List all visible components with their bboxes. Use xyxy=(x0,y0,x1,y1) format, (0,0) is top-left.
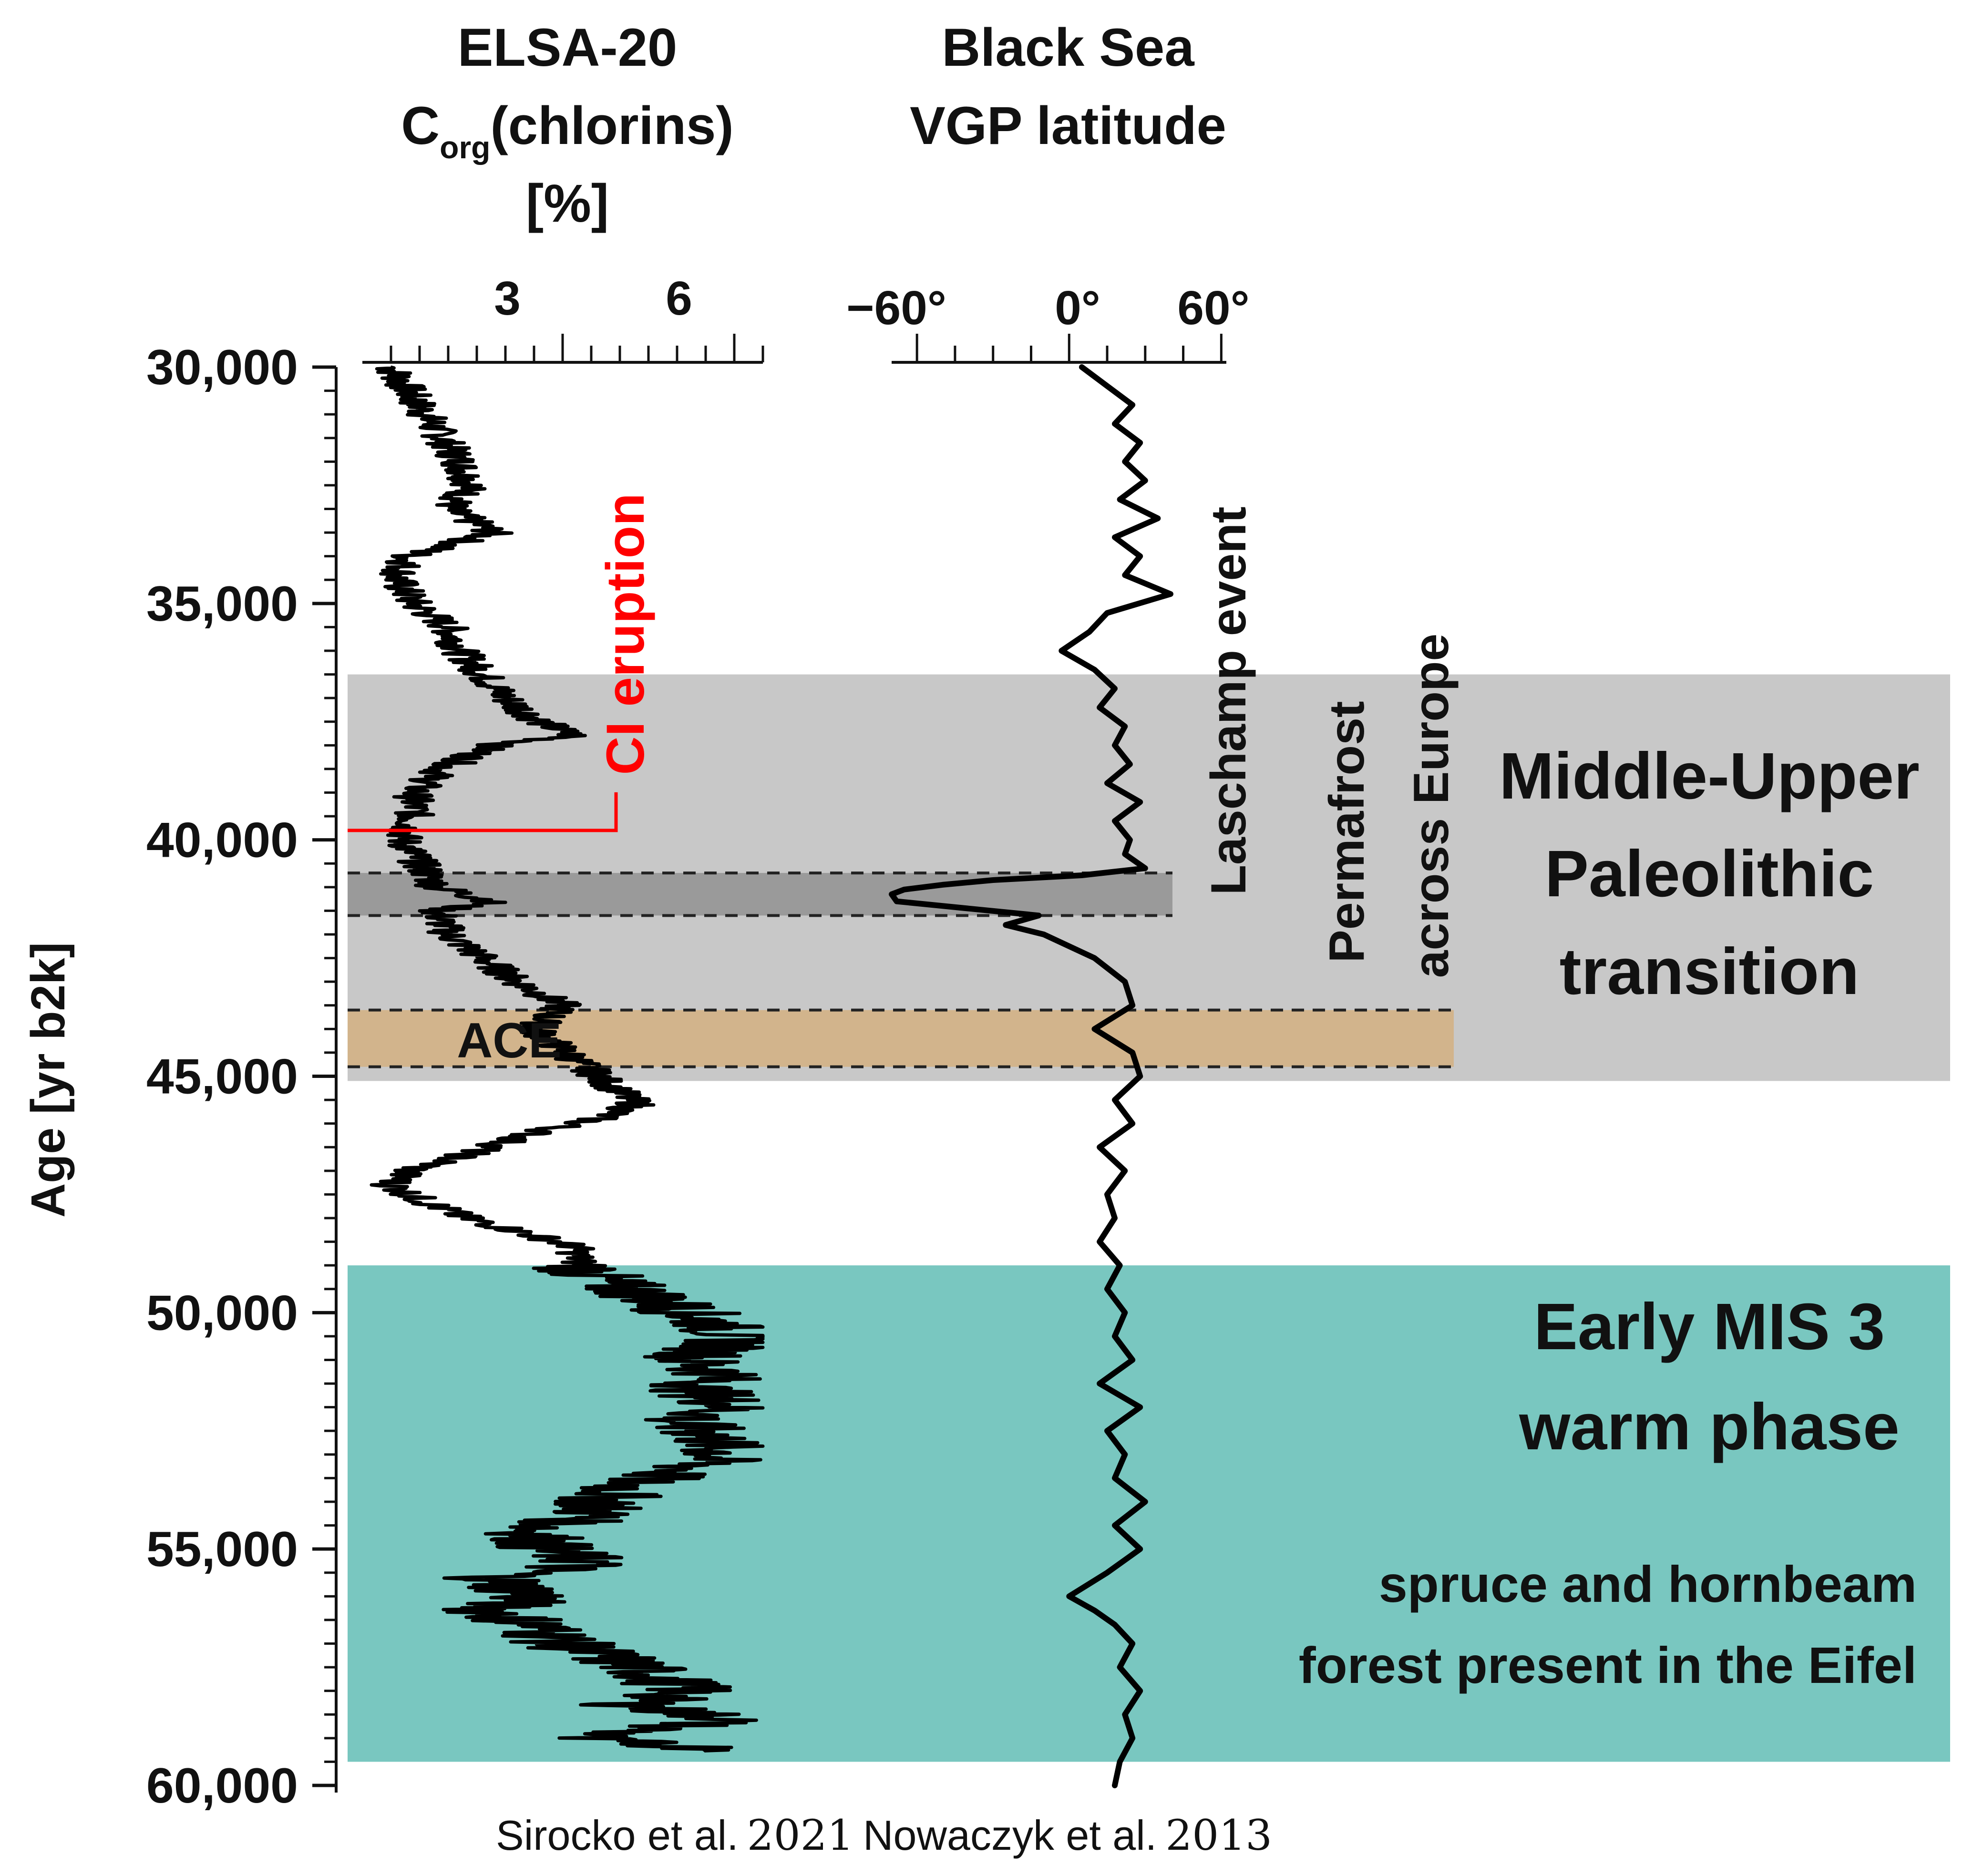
elsa-tick-3: 3 xyxy=(494,272,521,325)
y-tick-labels: 30,000 35,000 40,000 45,000 50,000 55,000 60,0… xyxy=(146,340,298,1814)
elsa-series-line xyxy=(370,365,765,1753)
vgp-tick-0: 0° xyxy=(1055,281,1100,335)
ci-eruption-label: CI eruption xyxy=(596,493,655,775)
y-tick-label: 30,000 xyxy=(146,340,298,395)
mis3-label-line1: Early MIS 3 xyxy=(1534,1290,1885,1363)
elsa-title-sub: org xyxy=(440,130,490,165)
y-tick-label: 45,000 xyxy=(146,1049,298,1105)
vgp-credit-year: 2013 xyxy=(1165,1811,1272,1860)
ci-eruption-marker xyxy=(348,792,618,832)
elsa-title-rest: (chlorins) xyxy=(490,96,733,155)
mis3-label-line2: warm phase xyxy=(1519,1390,1900,1464)
permafrost-label-line1: Permafrost xyxy=(1319,701,1375,963)
y-axis-label: Age [yr b2k] xyxy=(21,942,75,1218)
elsa-credit-year: 2021 xyxy=(747,1811,854,1860)
y-tick-label: 40,000 xyxy=(146,813,298,868)
elsa-title-c: C xyxy=(401,96,440,155)
vgp-ticks xyxy=(915,334,1223,362)
elsa-title-line2: Corg(chlorins) xyxy=(401,96,733,165)
vgp-series-line xyxy=(889,364,1173,1788)
permafrost-label-line2: across Europe xyxy=(1404,634,1459,978)
mupt-label-line3: transition xyxy=(1560,935,1860,1008)
mis3-label-line4: forest present in the Eifel xyxy=(1299,1636,1917,1694)
y-tick-label: 50,000 xyxy=(146,1285,298,1341)
vgp-credit: Nowaczyk et al. 2013 xyxy=(863,1811,1272,1860)
vgp-title-line1: Black Sea xyxy=(942,18,1194,77)
elsa-ticks xyxy=(390,334,764,362)
mupt-label-line1: Middle-Upper xyxy=(1499,739,1920,813)
y-tick-label: 55,000 xyxy=(146,1522,298,1577)
vgp-tick-60: 60° xyxy=(1177,281,1249,335)
elsa-credit: Sirocko et al. 2021 xyxy=(496,1811,854,1860)
vgp-title-line2: VGP latitude xyxy=(910,96,1226,155)
y-tick-label: 60,000 xyxy=(146,1758,298,1814)
mupt-label-line2: Paleolithic xyxy=(1545,837,1874,911)
vgp-tick-neg60: −60° xyxy=(846,281,946,335)
mis3-label-line3: spruce and hornbeam xyxy=(1379,1555,1917,1613)
laschamp-label: Laschamp event xyxy=(1201,507,1256,895)
elsa-tick-6: 6 xyxy=(666,272,692,325)
elsa-title-line3: [%] xyxy=(526,174,609,233)
y-tick-label: 35,000 xyxy=(146,576,298,632)
elsa-title-line1: ELSA-20 xyxy=(458,18,678,77)
vgp-credit-name: Nowaczyk et al. xyxy=(863,1812,1157,1859)
ace-label: ACE xyxy=(457,1013,562,1068)
y-ticks xyxy=(312,365,336,1787)
elsa-credit-name: Sirocko et al. xyxy=(496,1812,739,1859)
